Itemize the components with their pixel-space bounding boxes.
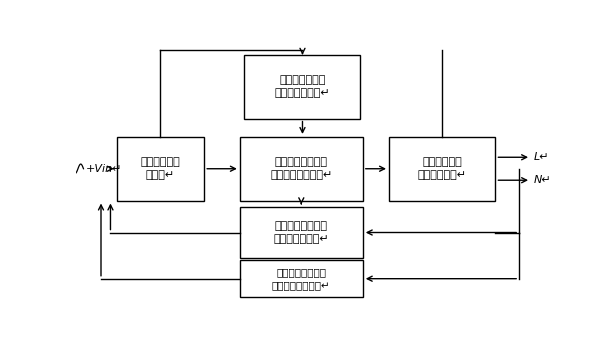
Text: L↵: L↵ — [533, 152, 549, 162]
Bar — [117, 137, 204, 201]
Text: 调控电压整流滤波
及其功率采样电路↵: 调控电压整流滤波 及其功率采样电路↵ — [270, 157, 332, 180]
Text: N↵: N↵ — [533, 175, 551, 185]
Text: +Vin↵: +Vin↵ — [86, 164, 122, 174]
Text: 交流输出及其
申流采样电路↵: 交流输出及其 申流采样电路↵ — [417, 157, 467, 180]
Bar — [244, 55, 360, 119]
Bar — [240, 207, 363, 258]
Text: 交流输出电压幅值
设定及其反馈电路↵: 交流输出电压幅值 设定及其反馈电路↵ — [272, 267, 331, 290]
Bar — [240, 261, 363, 297]
Bar — [389, 137, 496, 201]
Text: 交流输出功率设定
及过载保护电路↵: 交流输出功率设定 及过载保护电路↵ — [274, 221, 329, 244]
Text: 交流输出频率控
制及其驱动电路↵: 交流输出频率控 制及其驱动电路↵ — [274, 75, 331, 98]
Text: 主控制及其驱
动电路↵: 主控制及其驱 动电路↵ — [141, 157, 180, 180]
Bar — [240, 137, 363, 201]
